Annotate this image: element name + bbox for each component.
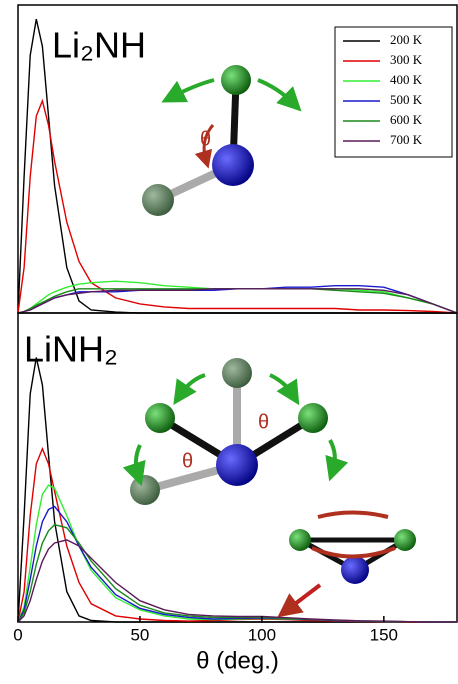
legend-label: 300 K bbox=[390, 52, 423, 67]
annotation: Li₂NH bbox=[52, 25, 146, 66]
x-tick-label: 100 bbox=[248, 625, 276, 644]
x-axis-label: θ (deg.) bbox=[196, 647, 279, 674]
legend-label: 600 K bbox=[390, 112, 423, 127]
annotation: LiNH₂ bbox=[24, 329, 118, 370]
x-tick-label: 150 bbox=[370, 625, 398, 644]
annotation: θ bbox=[182, 450, 193, 472]
annotation: θ bbox=[200, 128, 211, 150]
series-line bbox=[17, 288, 458, 314]
legend-label: 500 K bbox=[390, 92, 423, 107]
legend-label: 700 K bbox=[390, 132, 423, 147]
annotation: θ bbox=[258, 411, 269, 433]
molecule-bottom bbox=[122, 358, 416, 618]
legend-label: 400 K bbox=[390, 72, 423, 87]
series-line bbox=[17, 288, 458, 314]
series-line bbox=[17, 505, 457, 623]
molecule-top bbox=[142, 65, 302, 216]
series-line bbox=[17, 280, 458, 314]
x-tick-label: 0 bbox=[13, 625, 22, 644]
x-tick-label: 50 bbox=[130, 625, 149, 644]
legend-label: 200 K bbox=[390, 32, 423, 47]
legend-box bbox=[334, 26, 453, 158]
series-line bbox=[17, 98, 458, 314]
series-line bbox=[17, 539, 457, 623]
